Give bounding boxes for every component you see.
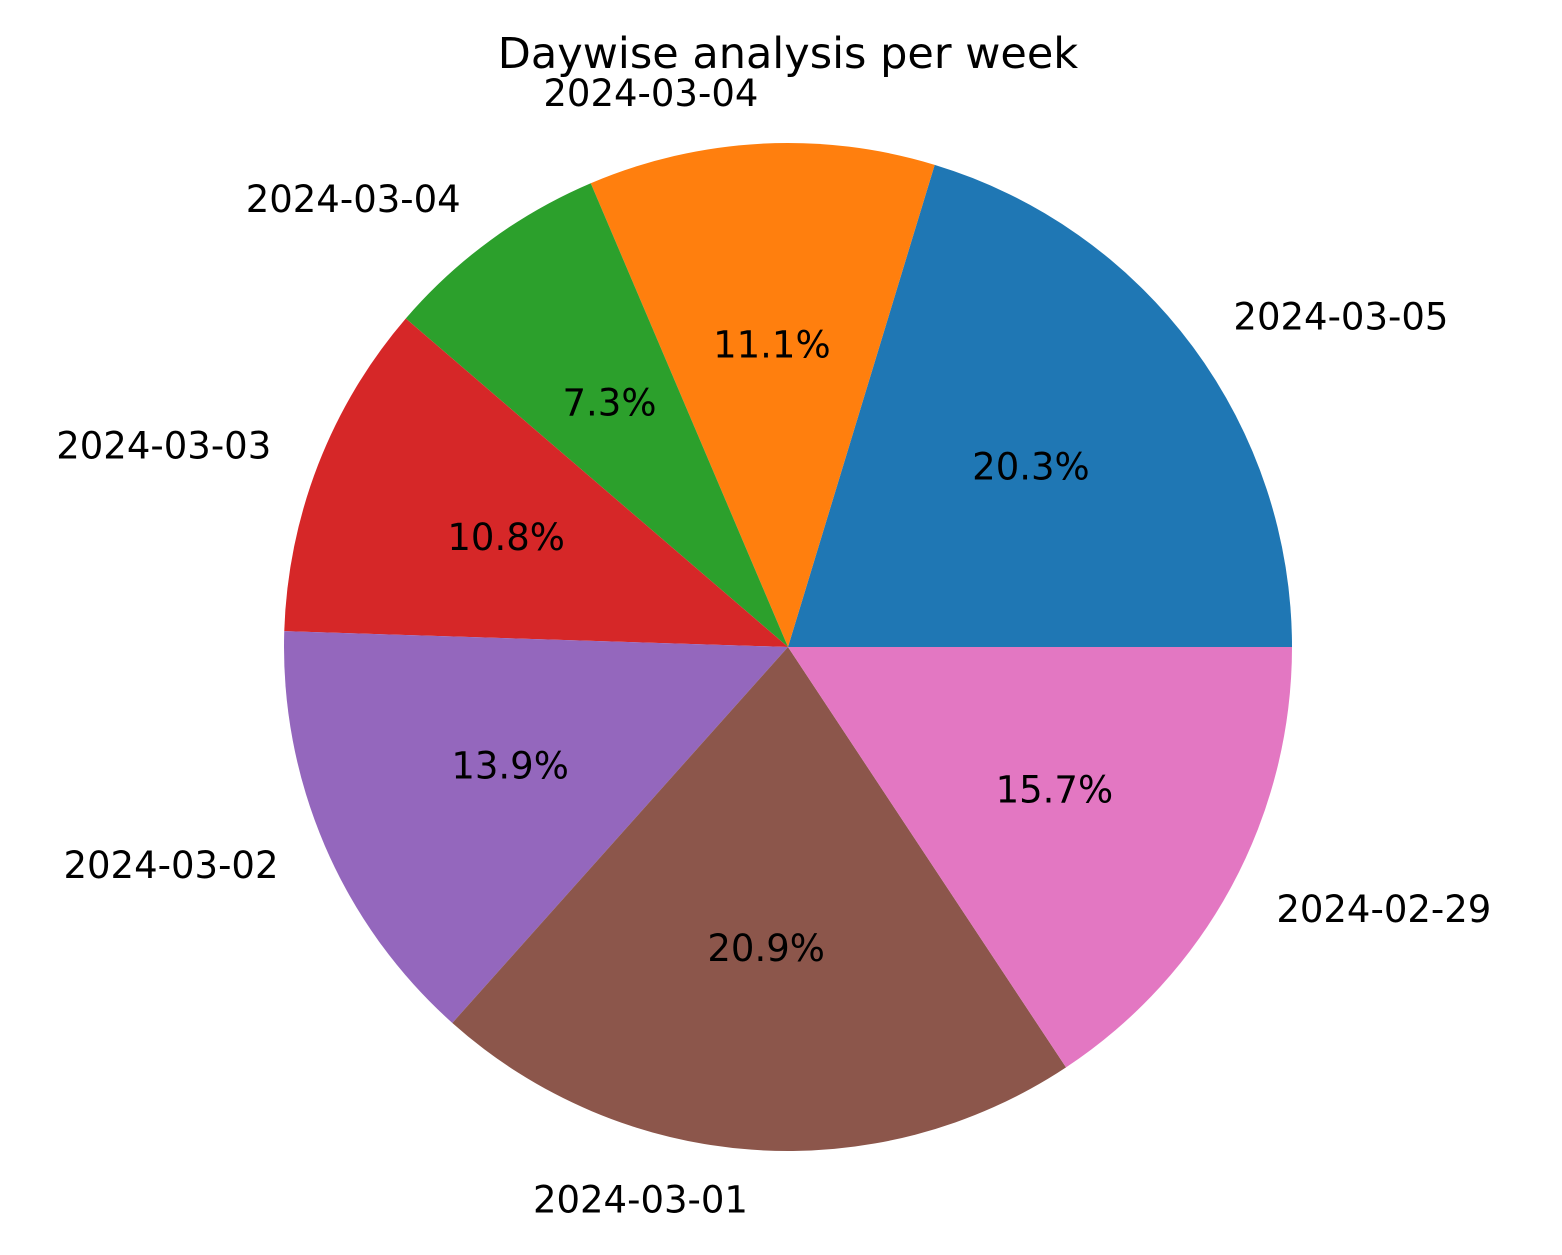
slice-percent-label: 20.9%	[707, 927, 825, 970]
slice-category-label: 2024-02-29	[1276, 888, 1491, 931]
pie-slice	[452, 647, 1067, 1152]
chart-title: Daywise analysis per week	[498, 29, 1078, 79]
slice-category-label: 2024-03-04	[246, 178, 461, 221]
slice-category-label: 2024-03-03	[56, 425, 271, 468]
slice-percent-label: 20.3%	[972, 445, 1090, 488]
slice-percent-label: 7.3%	[562, 381, 656, 424]
pie-slices	[284, 143, 1292, 1152]
slice-category-label: 2024-03-05	[1233, 295, 1448, 338]
slice-percent-labels: 20.3% 11.1% 7.3% 10.8% 13.9% 20.9% 15.7%	[447, 324, 1113, 971]
slice-percent-label: 10.8%	[447, 516, 565, 559]
slice-category-label: 2024-03-02	[63, 844, 278, 887]
slice-percent-label: 15.7%	[996, 769, 1114, 812]
slice-percent-label: 13.9%	[451, 745, 569, 788]
pie-slice	[405, 183, 788, 647]
slice-category-labels: 2024-03-05 2024-03-04 2024-03-04 2024-03-03…	[56, 72, 1491, 1222]
pie-slice	[590, 143, 935, 647]
pie-slice	[788, 647, 1292, 1068]
pie-slice	[284, 318, 788, 647]
slice-category-label: 2024-03-01	[533, 1178, 748, 1221]
slice-percent-label: 11.1%	[713, 324, 831, 367]
slice-category-label: 2024-03-04	[543, 72, 758, 115]
pie-slice	[788, 164, 1292, 647]
pie-slice	[284, 631, 788, 1023]
